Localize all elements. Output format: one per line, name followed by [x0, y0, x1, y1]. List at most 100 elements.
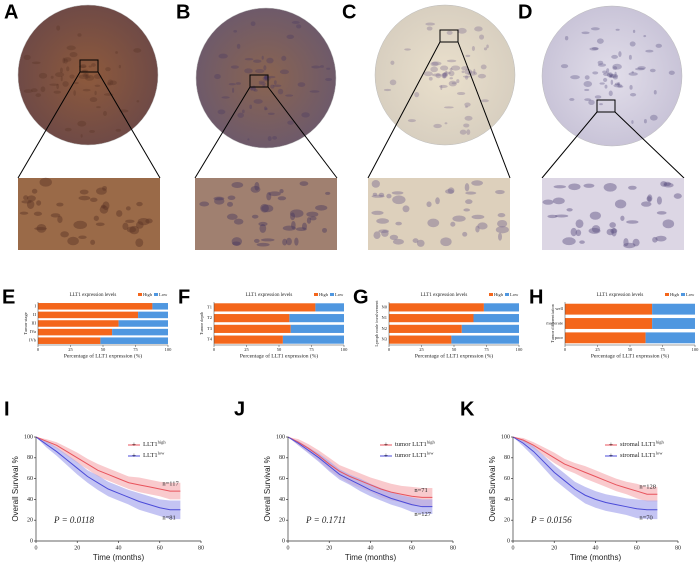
texture — [247, 138, 250, 141]
n-label: n=70 — [639, 514, 652, 521]
texture — [412, 238, 419, 243]
texture — [107, 79, 114, 86]
texture — [301, 112, 310, 118]
y-axis-label: Lymph node involvement — [374, 300, 379, 347]
texture — [69, 74, 75, 79]
texture — [258, 221, 268, 227]
texture — [497, 213, 506, 218]
texture — [56, 202, 64, 207]
texture — [62, 81, 69, 87]
bar-segment — [461, 324, 519, 333]
texture — [80, 134, 83, 138]
texture — [282, 238, 288, 246]
y-tick-label: T2 — [207, 315, 212, 320]
texture — [77, 33, 82, 37]
texture — [226, 213, 238, 220]
zoom-box — [596, 99, 616, 113]
texture — [258, 82, 267, 86]
texture — [89, 129, 95, 133]
texture — [250, 21, 256, 27]
chart-title: LLT1 expression levels — [597, 293, 644, 298]
texture — [618, 51, 622, 58]
bar-segment — [652, 318, 695, 329]
x-axis-label: Time (months) — [345, 553, 397, 562]
texture — [261, 204, 274, 213]
texture — [320, 65, 324, 68]
texture — [232, 87, 235, 93]
bar-segment — [38, 311, 139, 319]
x-axis-label: Time (months) — [93, 553, 145, 562]
texture — [389, 79, 397, 86]
texture — [588, 227, 601, 234]
texture — [31, 61, 41, 65]
x-tick-label: 100 — [341, 347, 349, 352]
texture — [609, 74, 615, 78]
y-tick-label: 100 — [24, 434, 33, 440]
legend-swatch — [505, 293, 509, 296]
texture — [84, 72, 89, 77]
texture — [597, 63, 607, 67]
texture — [78, 235, 87, 240]
legend-name: stromal LLT1 — [620, 441, 656, 448]
texture — [227, 201, 233, 207]
texture — [263, 106, 267, 111]
x-tick-label: 0 — [37, 347, 40, 352]
texture — [435, 197, 440, 205]
x-tick-label: 25 — [595, 347, 600, 352]
texture — [299, 181, 309, 186]
bar-segment — [214, 324, 291, 333]
texture — [629, 92, 637, 97]
texture — [39, 177, 52, 187]
texture — [371, 210, 384, 215]
texture — [59, 67, 63, 74]
texture — [440, 65, 449, 71]
texture — [647, 194, 653, 203]
texture — [291, 220, 296, 230]
texture — [386, 193, 392, 199]
panel-letter: K — [460, 398, 475, 420]
texture — [63, 58, 68, 64]
texture — [606, 228, 615, 236]
confidence-band — [513, 437, 658, 520]
texture — [230, 65, 239, 69]
texture — [232, 241, 241, 246]
texture — [376, 218, 389, 224]
texture — [94, 90, 97, 96]
texture — [62, 57, 66, 64]
y-tick-label: 40 — [27, 497, 33, 503]
texture — [115, 128, 122, 132]
legend-name: tumor LLT1 — [395, 452, 427, 459]
texture — [609, 222, 616, 228]
bar-segment — [38, 337, 101, 344]
texture — [26, 195, 36, 202]
y-tick-label: 20 — [504, 518, 510, 524]
texture — [446, 30, 453, 35]
x-tick-label: 80 — [450, 545, 456, 551]
texture — [372, 192, 378, 197]
texture — [291, 21, 300, 24]
y-tick-label: 60 — [27, 476, 33, 482]
texture — [599, 82, 605, 85]
texture — [606, 68, 610, 74]
texture — [495, 189, 505, 195]
texture — [34, 227, 47, 231]
zoom-box — [79, 59, 99, 73]
texture — [73, 90, 76, 96]
texture — [214, 197, 225, 205]
texture — [253, 99, 263, 104]
legend-marker: + — [609, 441, 613, 449]
x-tick-label: 100 — [692, 347, 700, 352]
zoom-line — [367, 41, 441, 179]
panel-letter: I — [4, 398, 10, 420]
zoom-line — [194, 86, 251, 179]
texture — [378, 192, 385, 197]
texture — [604, 84, 608, 89]
legend-label: High — [494, 292, 504, 297]
texture — [461, 66, 469, 71]
y-axis-label: Overall Survival % — [11, 456, 20, 521]
texture — [495, 226, 509, 234]
texture — [451, 82, 457, 85]
texture — [136, 221, 144, 229]
y-axis-label: Overall Survival % — [263, 456, 272, 521]
texture — [570, 75, 580, 80]
